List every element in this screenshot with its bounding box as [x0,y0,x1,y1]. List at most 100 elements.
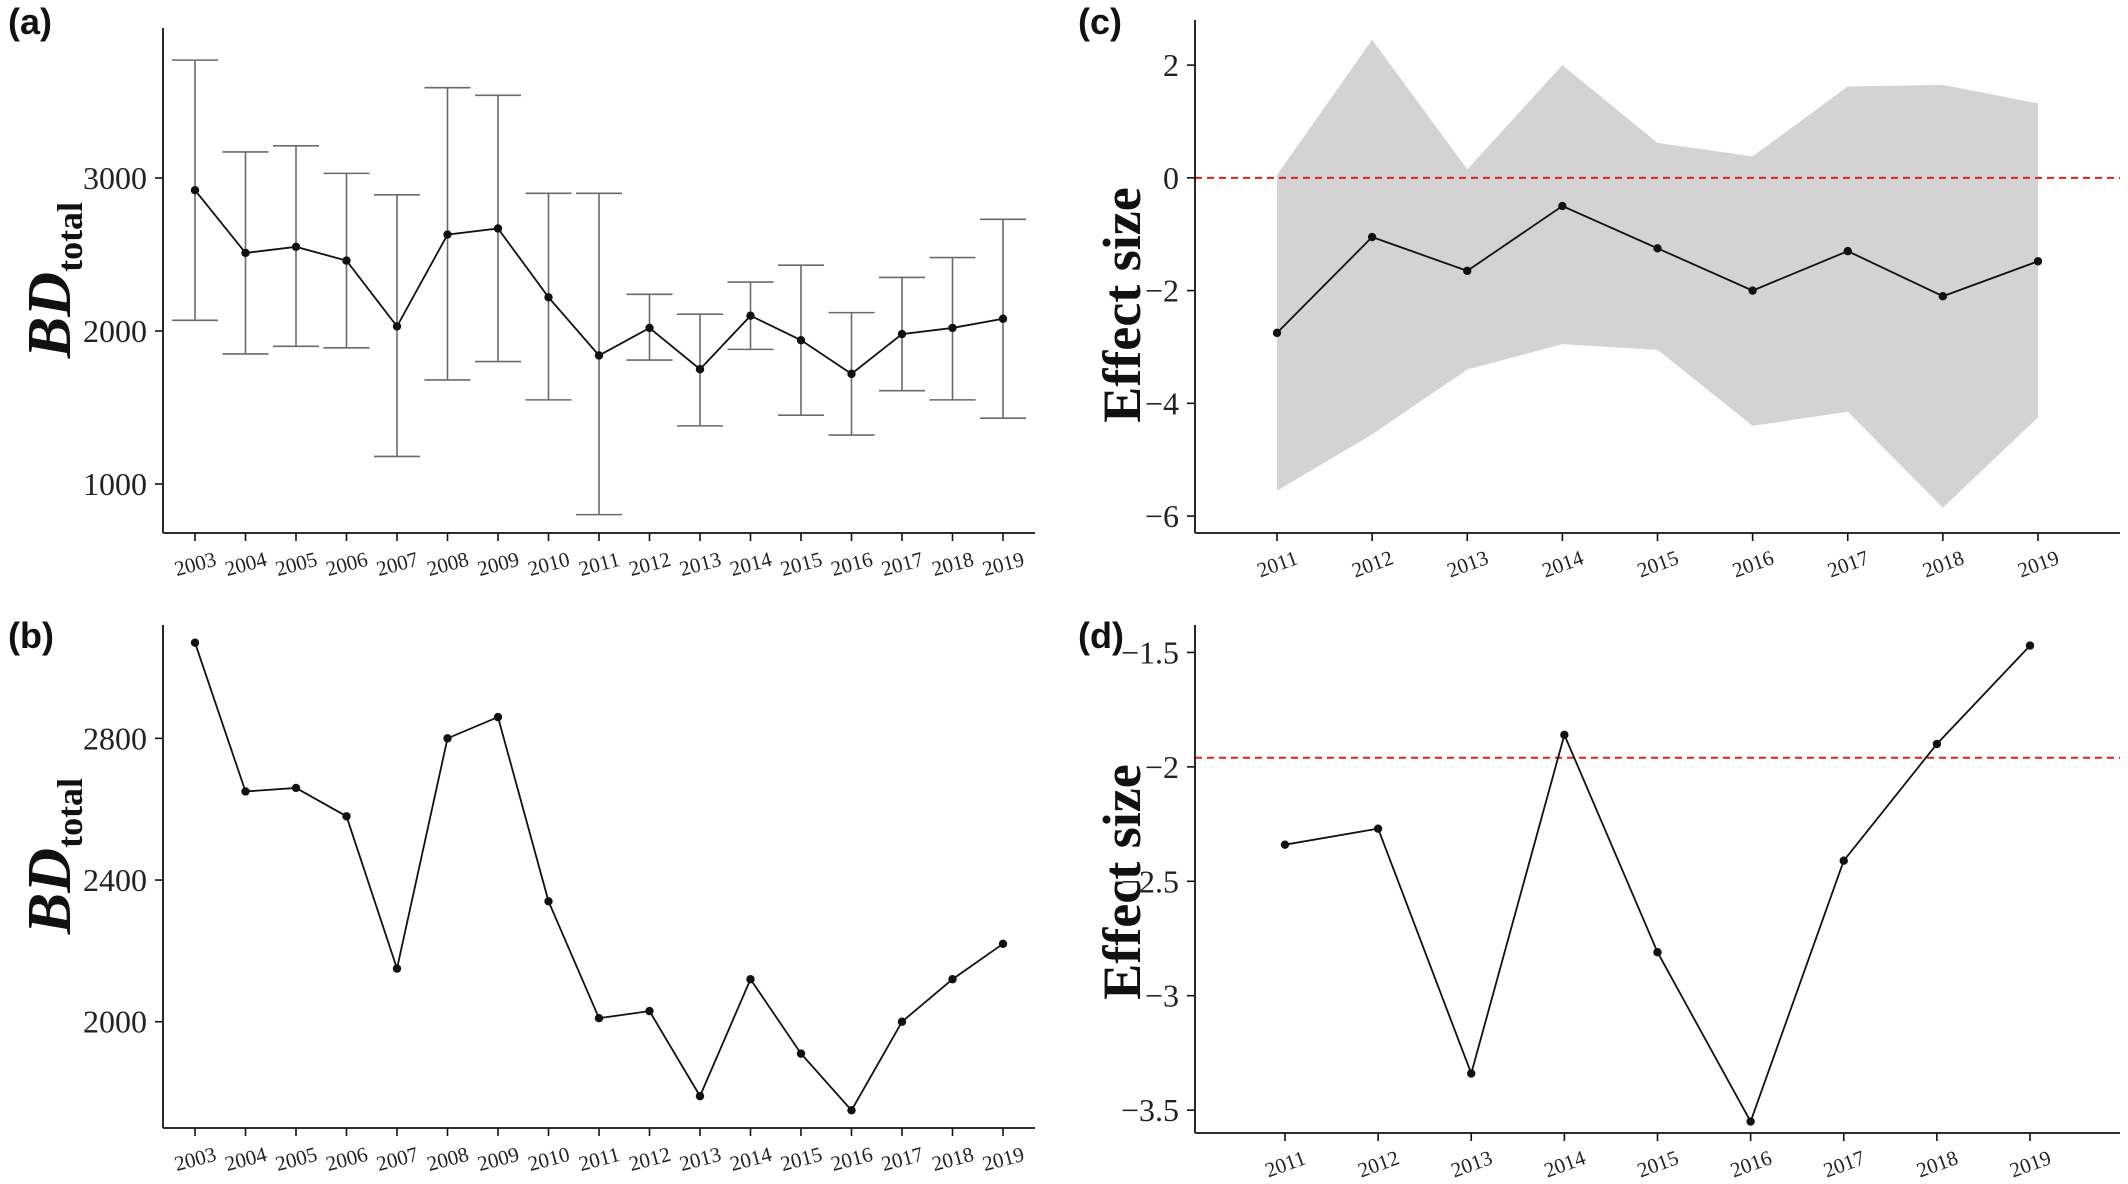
y-tick-label: 0 [1163,160,1179,196]
x-tick-label: 2017 [879,547,926,581]
x-tick-label: 2013 [677,547,724,581]
data-point [897,329,907,339]
x-tick-label: 2014 [727,547,774,581]
x-tick-label: 2011 [1262,1146,1309,1183]
y-axis-label-subscript: total [50,778,90,848]
x-tick-label: 2013 [1448,1145,1496,1182]
data-point [342,256,351,265]
y-tick-label: −3.5 [1121,1092,1179,1128]
x-tick-label: 2006 [323,547,370,581]
x-tick-label: 2012 [626,547,673,581]
x-tick-label: 2015 [1634,545,1682,582]
x-tick-label: 2019 [2015,545,2063,582]
x-tick-label: 2015 [1634,1145,1682,1182]
data-point [1839,856,1848,865]
x-tick-label: 2012 [1349,545,1397,582]
x-tick-label: 2017 [1824,545,1872,582]
panel-letter: (a) [8,1,52,42]
data-point [746,311,755,320]
y-axis-label-subscript: total [50,202,90,272]
data-point [2025,641,2035,650]
x-tick-label: 2005 [273,547,320,581]
x-tick-label: 2019 [980,547,1027,581]
x-tick-label: 2010 [525,1142,572,1176]
y-tick-label: 3000 [83,160,147,196]
data-point [847,1106,856,1115]
panel-d: (d) −3.5 −3 −2.5 −2 −1.5 2011 2012 2013 2014 2015 2… [1078,615,2120,1182]
data-point [998,939,1008,949]
data-point [645,323,654,333]
x-tick-label: 2018 [929,1142,976,1176]
data-point [544,293,553,302]
x-tick-label: 2018 [929,547,976,581]
x-tick-label: 2016 [1729,545,1777,582]
x-tick-label: 2009 [475,1142,522,1176]
y-axis-label: Effect size [1092,187,1152,422]
x-tick-label: 2018 [1913,1145,1961,1182]
x-tick-label: 2007 [374,1142,421,1176]
data-point [1932,739,1942,749]
x-tick-label: 2003 [172,1142,219,1176]
x-tick-label: 2015 [778,547,825,581]
data-point [897,1017,907,1026]
x-tick-label: 2006 [323,1142,370,1176]
x-tick-label: 2011 [576,547,622,581]
y-tick-label: −6 [1145,498,1179,534]
x-tick-label: 2017 [1820,1145,1868,1182]
data-point [241,787,250,796]
data-point [291,242,301,252]
data-point [493,224,503,233]
data-point [1560,730,1569,740]
y-tick-label: 2800 [83,720,147,756]
data-point [998,314,1008,323]
data-point [392,322,402,331]
confidence-band [1277,39,2038,508]
x-tick-label: 2014 [1541,1145,1589,1182]
y-tick-label: −2.5 [1121,863,1179,899]
data-point [1653,244,1662,253]
panel-c: (c) −6 −4 −2 0 2 2011 2012 2013 2014 2015 2016 2017 2… [1078,1,2120,582]
x-tick-label: 2014 [1539,545,1587,582]
y-axis-label: Effect size [1092,764,1152,999]
data-point [443,734,452,743]
x-tick-label: 2007 [374,547,421,581]
x-tick-label: 2004 [222,547,269,581]
data-point [1746,1117,1755,1126]
x-tick-label: 2003 [172,547,219,581]
x-tick-label: 2016 [828,547,875,581]
data-point [342,812,351,821]
data-point [1463,266,1472,276]
x-tick-label: 2016 [1727,1145,1775,1182]
y-tick-label: 2000 [83,313,147,349]
data-point [1272,328,1282,338]
data-point [796,1049,806,1058]
data-point [1748,286,1757,295]
x-tick-label: 2011 [576,1142,622,1176]
x-tick-label: 2013 [677,1142,724,1176]
y-tick-label: 1000 [83,466,147,502]
y-tick-label: −2 [1145,273,1179,309]
data-point [1938,292,1948,301]
data-point [241,248,250,258]
data-point [493,712,503,722]
data-point [695,365,705,374]
x-tick-label: 2004 [222,1142,269,1176]
data-point [190,186,200,195]
x-tick-label: 2008 [424,547,471,581]
data-point [2033,257,2043,266]
data-point [1373,824,1383,833]
x-tick-label: 2012 [626,1142,673,1176]
panel-letter: (b) [8,615,54,656]
data-point [392,964,402,973]
data-point [594,1013,604,1023]
data-point [594,351,604,360]
x-tick-label: 2012 [1355,1145,1403,1182]
y-tick-label: 2 [1163,47,1179,83]
data-point [1367,232,1377,242]
data-point [645,1006,654,1016]
data-point [190,638,200,647]
x-tick-label: 2009 [475,547,522,581]
data-point [796,335,806,345]
